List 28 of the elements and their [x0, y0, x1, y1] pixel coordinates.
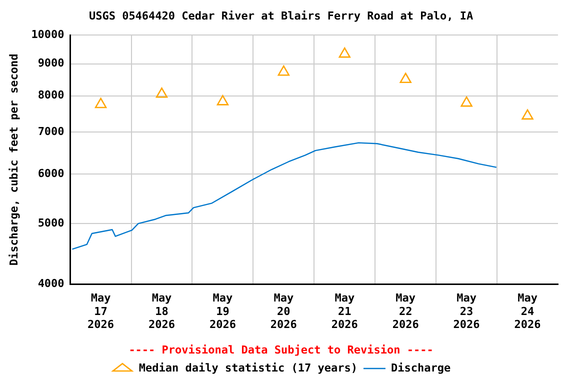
- x-tick-label: May 21 2026: [331, 292, 358, 332]
- x-tick-label: May 20 2026: [270, 292, 298, 332]
- x-tick-label: May 23 2026: [453, 292, 480, 332]
- point: [94, 98, 107, 108]
- text: ---- Provisional Data Subject to Revision ----: [128, 343, 434, 356]
- x-tick-label: May 18 2026: [148, 292, 176, 332]
- x-tick-label: May 17 2026: [88, 292, 114, 332]
- y-tick-label: 4000: [38, 277, 64, 290]
- point: [400, 72, 412, 84]
- y-tick-label: 5000: [38, 216, 64, 230]
- y-axis-title: Discharge, cubic feet per second: [7, 54, 20, 266]
- legend-label: Discharge: [390, 361, 451, 374]
- legend-label: Median daily statistic (17 years): [138, 361, 358, 374]
- point: [522, 109, 534, 120]
- x-tick-label: May 22 2026: [392, 292, 420, 332]
- y-tick-label: 7000: [38, 124, 64, 138]
- chart-title: USGS 05464420 Cedar River at Blairs Ferry Road at Palo, IA: [88, 9, 474, 22]
- point: [460, 96, 472, 107]
- point: [338, 47, 350, 58]
- x-tick-label: May 19 2026: [209, 292, 236, 332]
- point: [216, 95, 229, 106]
- y-tick-label: 8000: [38, 88, 64, 102]
- point: [156, 87, 168, 98]
- y-tick-label: 6000: [38, 166, 64, 180]
- y-tick-label: 10000: [31, 28, 64, 42]
- point: [278, 65, 290, 76]
- y-tick-label: 9000: [38, 56, 64, 70]
- x-tick-label: May 24 2026: [514, 292, 542, 332]
